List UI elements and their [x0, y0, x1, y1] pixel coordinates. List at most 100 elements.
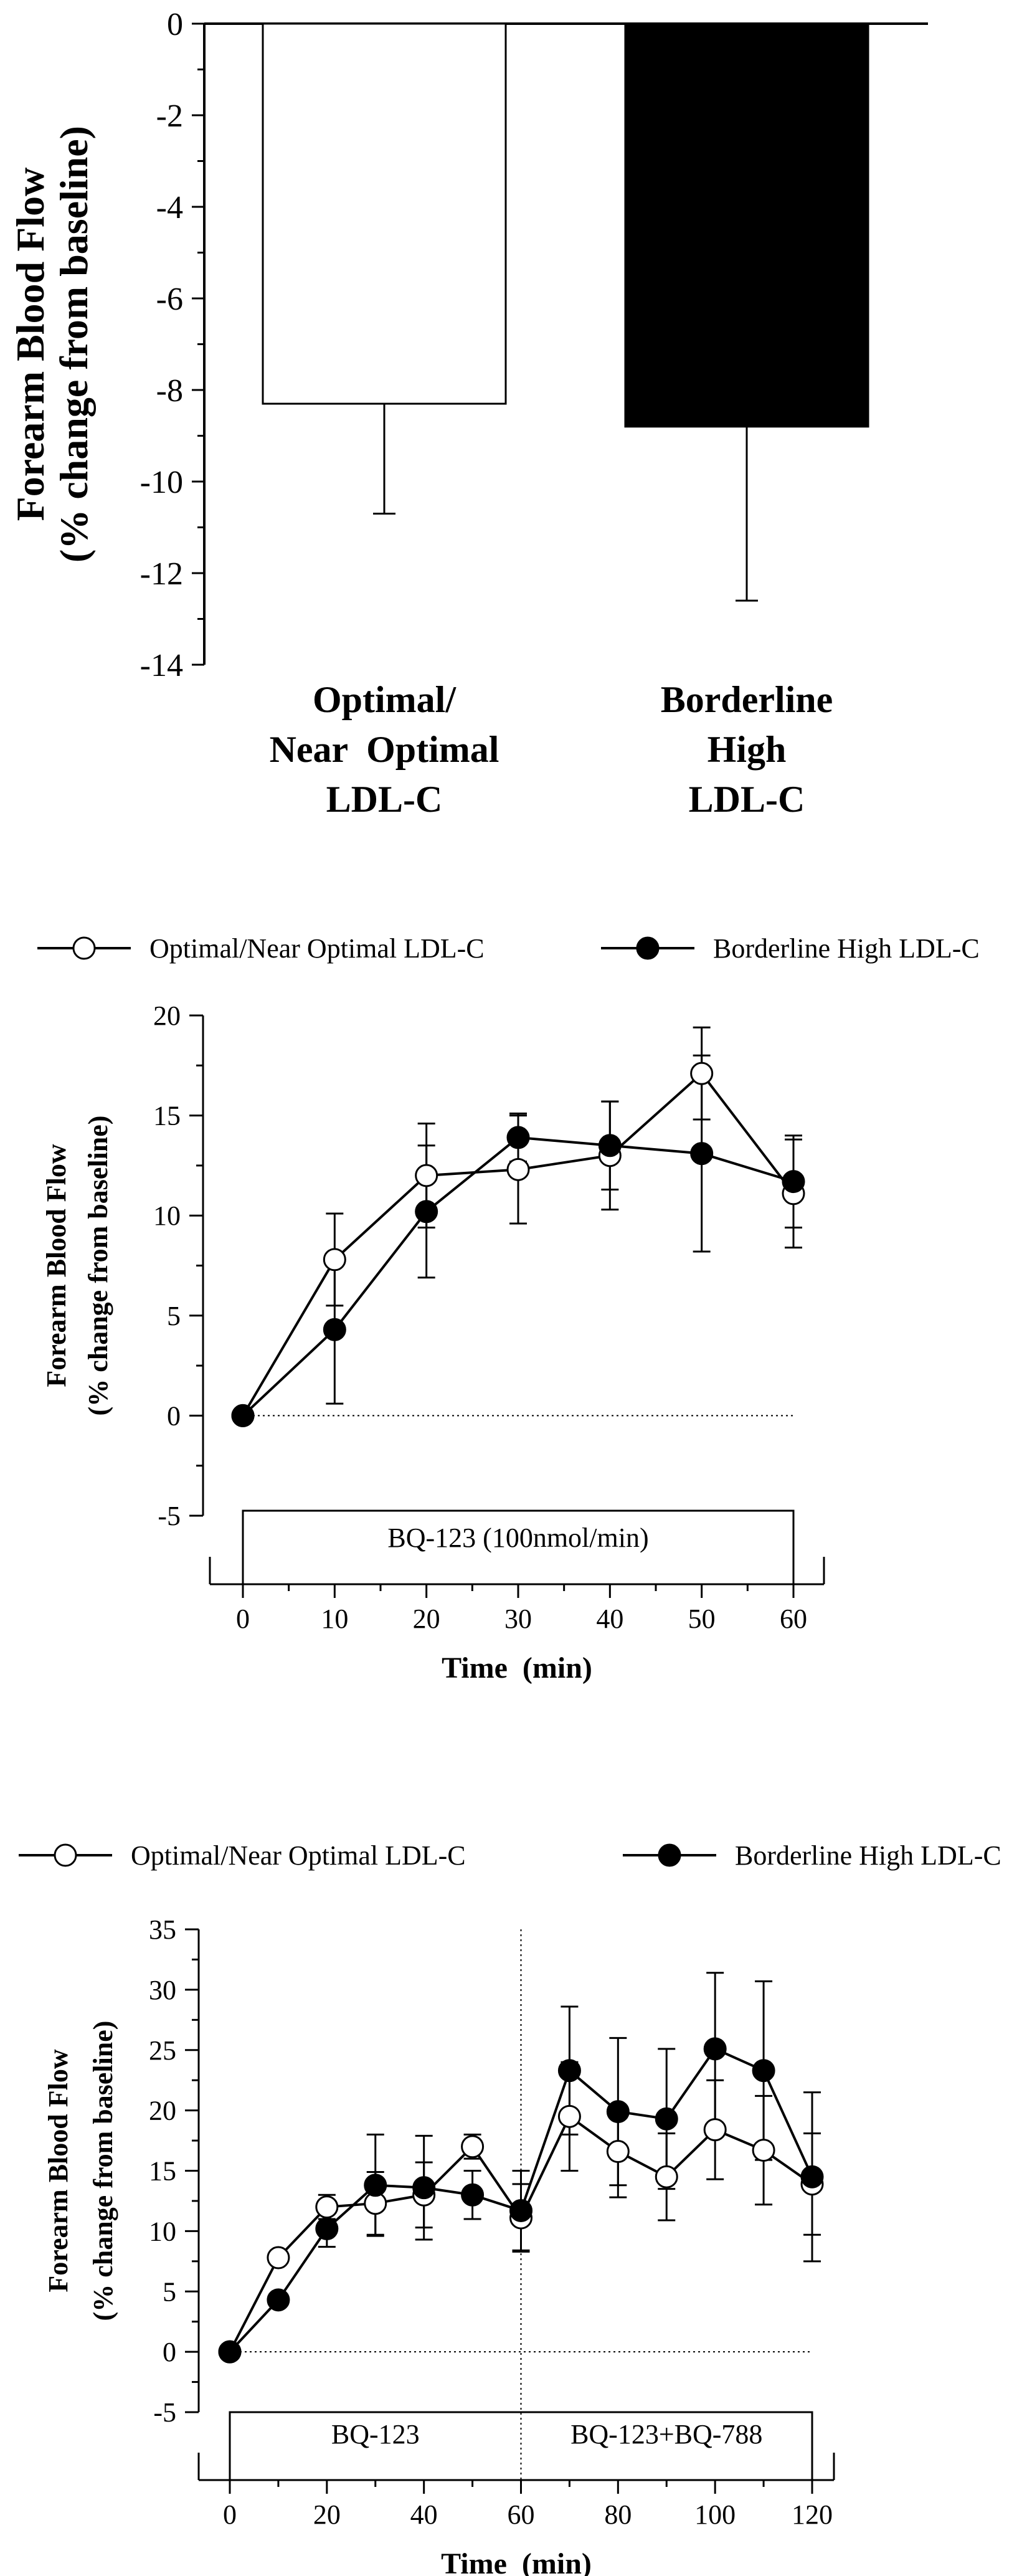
- infusion-label: BQ-123 (100nmol/min): [387, 1523, 648, 1553]
- filled-marker: [323, 1318, 346, 1341]
- open-marker: [267, 2246, 290, 2269]
- category-label: LDL-C: [689, 779, 805, 820]
- y-tick-label: 25: [149, 2035, 176, 2066]
- y-axis-title: Forearm Blood Flow: [43, 2049, 73, 2292]
- y-tick-label: -14: [140, 648, 183, 683]
- y-tick-label: 0: [167, 7, 183, 42]
- x-tick-label: 80: [604, 2499, 632, 2530]
- legend-marker: [658, 1843, 681, 1867]
- x-tick-label: 120: [792, 2499, 833, 2530]
- y-tick-label: 5: [167, 1301, 181, 1331]
- x-tick-label: 10: [321, 1604, 348, 1634]
- filled-marker: [606, 2100, 630, 2124]
- open-marker: [690, 1062, 714, 1085]
- category-label: Borderline: [661, 679, 833, 720]
- open-marker: [703, 2118, 727, 2142]
- legend-label: Optimal/Near Optimal LDL-C: [131, 1840, 466, 1871]
- category-label: LDL-C: [326, 779, 443, 820]
- open-marker: [323, 1248, 346, 1271]
- y-tick-label: 35: [149, 1914, 176, 1945]
- y-tick-label: -6: [156, 282, 183, 317]
- infusion-period-box: [242, 1509, 795, 1585]
- y-tick-label: -2: [156, 98, 183, 134]
- x-tick-label: 50: [688, 1604, 716, 1634]
- x-tick-label: 30: [504, 1604, 532, 1634]
- filled-marker: [703, 2037, 727, 2061]
- y-tick-label: -5: [153, 2397, 176, 2428]
- x-tick-label: 0: [236, 1604, 250, 1634]
- y-axis-subtitle: (% change from baseline): [83, 1116, 113, 1416]
- y-tick-label: 0: [167, 1400, 181, 1431]
- y-tick-label: 0: [163, 2337, 176, 2367]
- legend-label: Optimal/Near Optimal LDL-C: [149, 933, 485, 964]
- legend-marker: [72, 936, 96, 960]
- y-axis-subtitle: (% change from baseline): [52, 126, 96, 563]
- x-axis-title: Time (min): [442, 1652, 592, 1685]
- category-label: Near Optimal: [270, 729, 499, 770]
- filled-marker: [690, 1142, 714, 1166]
- y-tick-label: 15: [153, 1101, 181, 1131]
- y-tick-label: -5: [158, 1501, 181, 1531]
- category-label: Optimal/: [313, 679, 457, 720]
- filled-marker: [231, 1404, 255, 1427]
- y-tick-label: -12: [140, 556, 183, 592]
- filled-marker: [267, 2288, 290, 2312]
- y-axis-title: Forearm Blood Flow: [41, 1144, 72, 1387]
- infusion-label: BQ-123: [331, 2419, 420, 2450]
- legend-marker: [54, 1843, 77, 1867]
- bar-chart-ldl-c: 0 -2 -4 -6 -8 -10 -12 -14 Forearm Blood Flow (% c…: [8, 7, 928, 820]
- filled-marker: [461, 2183, 485, 2207]
- x-axis-title: Time (min): [441, 2547, 592, 2576]
- open-marker: [752, 2139, 775, 2162]
- category-label: High: [708, 729, 787, 770]
- bar-2: [624, 22, 869, 428]
- open-marker: [461, 2135, 485, 2159]
- filled-marker: [315, 2217, 339, 2240]
- x-tick-label: 60: [780, 1604, 807, 1634]
- filled-marker: [800, 2165, 824, 2189]
- open-marker: [557, 2104, 581, 2128]
- open-marker: [506, 1157, 530, 1181]
- y-tick-label: -4: [156, 190, 183, 226]
- y-tick-label: 15: [149, 2156, 176, 2187]
- filled-marker: [218, 2340, 242, 2364]
- bar-1: [262, 22, 507, 405]
- y-tick-label: -8: [156, 373, 183, 409]
- filled-marker: [412, 2176, 436, 2200]
- x-tick-label: 60: [508, 2499, 535, 2530]
- legend-label: Borderline High LDL-C: [735, 1840, 1001, 1871]
- line-chart-bq123-bq788: -5 0 5 10 15 20 25 30 35 Forearm Blood Flow (% cha…: [19, 1840, 1001, 2576]
- infusion-label: BQ-123+BQ-788: [570, 2419, 762, 2450]
- filled-marker: [415, 1200, 438, 1224]
- line-chart-bq123: -5 0 5 10 15 20 Forearm Blood Flow (% change fr…: [37, 933, 980, 1685]
- y-tick-label: 10: [149, 2216, 176, 2246]
- y-tick-label: 10: [153, 1200, 181, 1231]
- filled-marker: [655, 2107, 678, 2131]
- filled-marker: [509, 2198, 532, 2222]
- x-tick-label: 40: [410, 2499, 438, 2530]
- filled-marker: [364, 2174, 387, 2197]
- open-marker: [315, 2195, 339, 2219]
- x-tick-label: 100: [694, 2499, 736, 2530]
- open-marker: [655, 2165, 678, 2189]
- y-axis-title: Forearm Blood Flow: [8, 168, 52, 521]
- y-tick-label: 20: [153, 1000, 181, 1031]
- x-tick-label: 20: [313, 2499, 341, 2530]
- y-tick-label: 30: [149, 1975, 176, 2005]
- filled-marker: [557, 2059, 581, 2083]
- x-tick-label: 20: [413, 1604, 440, 1634]
- y-tick-label: -10: [140, 465, 183, 500]
- filled-marker: [598, 1134, 622, 1157]
- legend-marker: [636, 936, 660, 960]
- x-tick-label: 40: [596, 1604, 623, 1634]
- infusion-period-box: [229, 2411, 813, 2481]
- filled-marker: [506, 1126, 530, 1149]
- legend-label: Borderline High LDL-C: [713, 933, 980, 964]
- y-tick-label: 5: [163, 2276, 176, 2307]
- open-marker: [415, 1164, 438, 1187]
- y-axis-subtitle: (% change from baseline): [88, 2021, 118, 2321]
- y-tick-label: 20: [149, 2096, 176, 2126]
- open-marker: [606, 2140, 630, 2163]
- x-tick-label: 0: [223, 2499, 237, 2530]
